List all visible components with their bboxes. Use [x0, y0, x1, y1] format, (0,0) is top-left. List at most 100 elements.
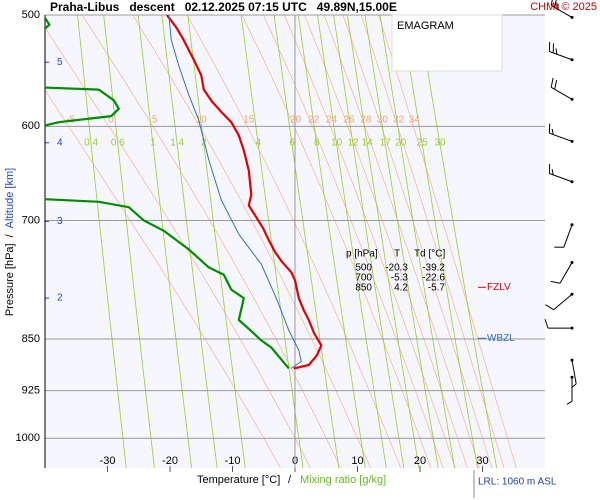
level-label: FZLV: [487, 282, 511, 293]
y2-tick-label: 3: [57, 216, 63, 227]
profile: [168, 15, 302, 369]
wind-barb: [566, 375, 574, 405]
mixing-ratio-label: 14: [362, 138, 374, 149]
y2-tick-label: 2: [57, 293, 63, 304]
profile: [166, 15, 323, 370]
mixing-ratio-line: [240, 15, 304, 468]
adiabat-label: 26: [343, 115, 355, 126]
wind-barb: [545, 292, 574, 311]
y-axis-title: Pressure [hPa] / Altitude [km]: [4, 168, 16, 316]
barb-station: [570, 223, 574, 227]
pseudo-adiabat: [323, 15, 480, 468]
mixing-ratio-label: 25: [417, 138, 429, 149]
wind-barb: [548, 41, 574, 62]
mixing-ratio-line: [379, 15, 455, 468]
adiabat-label: 20: [290, 115, 302, 126]
pseudo-adiabat: [360, 15, 505, 468]
separator: /: [4, 233, 16, 237]
table-cell: -22.6: [422, 273, 445, 284]
barb-station: [570, 139, 574, 143]
table-header: p [hPa]: [346, 249, 378, 260]
barb-shape: [548, 123, 573, 142]
adiabat-label: 28: [360, 115, 372, 126]
profile-line: [168, 15, 302, 369]
mixing-ratio-label: 6: [289, 138, 295, 149]
x-tick-label: 30: [476, 455, 488, 467]
adiabat-label: 32: [393, 115, 405, 126]
wind-barb: [550, 0, 574, 19]
wind-barb: [544, 318, 574, 330]
barb-station: [570, 326, 574, 330]
y-tick-label: 500: [22, 9, 40, 21]
x-tick-label: -20: [162, 455, 178, 467]
barb-station: [570, 358, 574, 362]
x-tick-label: -30: [100, 455, 116, 467]
barb-shape: [550, 77, 573, 100]
lrl: LRL: 1060 m ASL: [478, 477, 557, 488]
copyright: CHMI © 2025: [530, 1, 597, 13]
mixing-ratio-label: 8: [314, 138, 320, 149]
mixing-ratio-label: 30: [434, 138, 446, 149]
chart-title: Praha-Libus descent 02.12.2025 07:15 UTC…: [50, 0, 397, 14]
separator: /: [288, 474, 292, 486]
mixing-ratio-line: [364, 15, 439, 468]
wind-barb: [548, 123, 574, 143]
barb-station: [570, 375, 574, 379]
wind-barb: [548, 163, 574, 184]
mixing-ratio-line: [297, 15, 366, 468]
mixing-ratio-line: [333, 15, 405, 468]
barb-station: [570, 15, 574, 19]
table-header: T: [394, 249, 400, 260]
x-tick-label: 10: [351, 455, 363, 467]
x-tick-label: -10: [225, 455, 241, 467]
adiabat-label: 5: [152, 115, 158, 126]
barb-station: [570, 292, 574, 296]
barb-station: [570, 180, 574, 184]
adiabat-label: 0: [108, 115, 114, 126]
pseudo-adiabat: [241, 15, 432, 468]
barb-shape: [571, 360, 577, 388]
barb-station: [570, 261, 574, 265]
table-cell: 500: [355, 263, 372, 274]
wind-barb: [554, 223, 574, 248]
pseudo-adiabat: [378, 15, 517, 468]
pseudo-adiabat: [342, 15, 493, 468]
adiabat-label: 15: [243, 115, 255, 126]
y2-label: Altitude [km]: [4, 168, 16, 229]
mixing-ratio-label: 1.4: [170, 138, 184, 149]
adiabat-label: 30: [377, 115, 389, 126]
table-cell: 850: [355, 283, 372, 294]
adiabat-label: 22: [308, 115, 320, 126]
mixing-ratio-line: [317, 15, 387, 468]
table-cell: -20.3: [385, 263, 408, 274]
mixing-ratio-label: 0.4: [84, 138, 98, 149]
pseudo-adiabat: [283, 15, 456, 468]
y-tick-label: 700: [22, 214, 40, 226]
table-cell: 4.2: [394, 283, 408, 294]
y-label: Pressure [hPa]: [4, 243, 16, 316]
wind-barb: [570, 358, 577, 388]
barb-shape: [544, 318, 573, 329]
legend-box: [391, 14, 503, 72]
mixing-ratio-line: [273, 15, 340, 468]
y-tick-label: 925: [22, 385, 40, 397]
table-cell: 700: [355, 273, 372, 284]
mixing-ratio-line: [103, 15, 155, 468]
y-tick-label: 1000: [16, 432, 40, 444]
barb-station: [570, 58, 574, 62]
x2-label: Mixing ratio [g/kg]: [300, 474, 386, 486]
barb-shape: [550, 0, 573, 18]
level-label: WBZL: [487, 333, 515, 344]
mixing-ratio-line: [400, 15, 478, 468]
mixing-ratio-line: [347, 15, 420, 468]
mixing-ratio-line: [418, 15, 498, 468]
mixing-ratio-label: 1: [150, 138, 156, 149]
adiabat-label: 24: [326, 115, 338, 126]
background-lines: [45, 15, 517, 468]
mixing-ratio-label: 12: [347, 138, 359, 149]
barb-shape: [548, 41, 573, 61]
mixing-ratio-line: [77, 15, 127, 468]
mixing-ratio-label: 17: [380, 138, 392, 149]
mixing-ratio-label: 2: [201, 138, 207, 149]
